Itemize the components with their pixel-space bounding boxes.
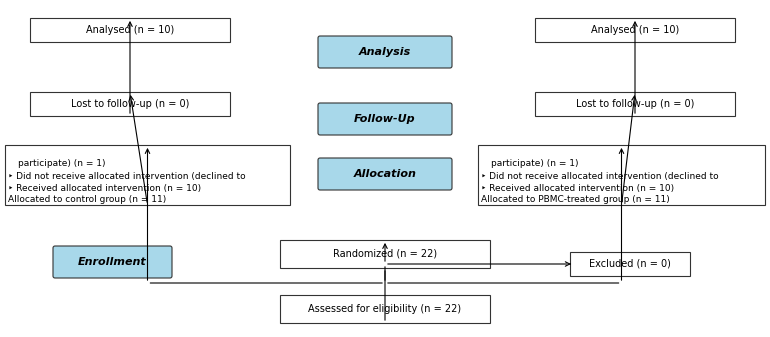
Text: Analysed (n = 10): Analysed (n = 10): [86, 25, 174, 35]
Text: participate) (n = 1): participate) (n = 1): [491, 159, 578, 168]
FancyBboxPatch shape: [535, 92, 735, 116]
Text: Enrollment: Enrollment: [78, 257, 147, 267]
Text: ‣ Did not receive allocated intervention (declined to: ‣ Did not receive allocated intervention…: [8, 172, 246, 181]
Text: Randomized (n = 22): Randomized (n = 22): [333, 249, 437, 259]
Text: ‣ Received allocated intervention (n = 10): ‣ Received allocated intervention (n = 1…: [8, 184, 201, 192]
FancyBboxPatch shape: [5, 145, 290, 205]
FancyBboxPatch shape: [318, 158, 452, 190]
FancyBboxPatch shape: [478, 145, 765, 205]
Text: Allocation: Allocation: [353, 169, 417, 179]
FancyBboxPatch shape: [318, 36, 452, 68]
Text: Follow-Up: Follow-Up: [354, 114, 416, 124]
FancyBboxPatch shape: [30, 18, 230, 42]
FancyBboxPatch shape: [30, 92, 230, 116]
Text: Allocated to control group (n = 11): Allocated to control group (n = 11): [8, 195, 166, 205]
Text: Excluded (n = 0): Excluded (n = 0): [589, 259, 671, 269]
Text: Assessed for eligibility (n = 22): Assessed for eligibility (n = 22): [309, 304, 461, 314]
FancyBboxPatch shape: [535, 18, 735, 42]
FancyBboxPatch shape: [280, 295, 490, 323]
FancyBboxPatch shape: [53, 246, 172, 278]
FancyBboxPatch shape: [318, 103, 452, 135]
Text: Analysed (n = 10): Analysed (n = 10): [591, 25, 679, 35]
Text: Lost to follow-up (n = 0): Lost to follow-up (n = 0): [71, 99, 189, 109]
Text: Allocated to PBMC-treated group (n = 11): Allocated to PBMC-treated group (n = 11): [481, 195, 670, 205]
Text: ‣ Did not receive allocated intervention (declined to: ‣ Did not receive allocated intervention…: [481, 172, 718, 181]
Text: Lost to follow-up (n = 0): Lost to follow-up (n = 0): [576, 99, 695, 109]
Text: ‣ Received allocated intervention (n = 10): ‣ Received allocated intervention (n = 1…: [481, 184, 674, 192]
FancyBboxPatch shape: [280, 240, 490, 268]
FancyBboxPatch shape: [570, 252, 690, 276]
Text: participate) (n = 1): participate) (n = 1): [18, 159, 105, 168]
Text: Analysis: Analysis: [359, 47, 411, 57]
